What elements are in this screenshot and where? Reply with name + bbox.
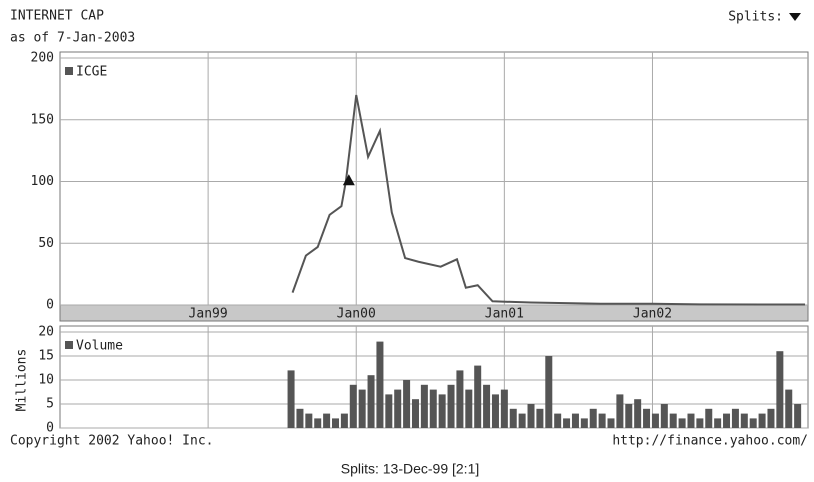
volume-bar	[696, 418, 704, 428]
chart-subtitle: as of 7-Jan-2003	[10, 31, 135, 46]
volume-bar	[376, 341, 384, 428]
volume-bar	[616, 394, 624, 428]
chart-title: INTERNET CAP	[10, 9, 104, 24]
y-tick-label: 50	[38, 236, 54, 251]
volume-bar	[731, 408, 739, 428]
y-tick-label: 20	[38, 325, 54, 340]
plot-area	[59, 51, 809, 322]
split-marker	[342, 174, 355, 186]
volume-bar	[536, 408, 544, 428]
volume-bar	[705, 408, 713, 428]
splits-dropdown-icon[interactable]	[789, 13, 801, 21]
volume-bar	[358, 389, 366, 428]
volume-bar	[554, 413, 562, 428]
volume-bar	[287, 370, 295, 428]
splits-label[interactable]: Splits:	[728, 10, 783, 25]
x-tick-label: Jan01	[485, 307, 524, 322]
y-tick-label: 0	[46, 298, 54, 313]
y-tick-label: 5	[46, 397, 54, 412]
y-tick-label: 100	[31, 174, 54, 189]
y-tick-label: 200	[31, 51, 54, 66]
volume-bar	[643, 408, 651, 428]
legend-label: Volume	[76, 339, 123, 354]
y-tick-label: 15	[38, 349, 54, 364]
volume-bar	[678, 418, 686, 428]
volume-bar	[545, 356, 553, 428]
volume-bar	[465, 389, 473, 428]
volume-bar	[456, 370, 464, 428]
y-axis-label: Millions	[15, 349, 30, 412]
volume-bar	[785, 389, 793, 428]
legend-label: ICGE	[76, 65, 107, 80]
volume-bar	[500, 389, 508, 428]
volume-bar	[634, 399, 642, 428]
volume-bar	[563, 418, 571, 428]
x-tick-label: Jan99	[189, 307, 228, 322]
volume-bar	[474, 365, 482, 428]
volume-bar	[296, 408, 304, 428]
volume-bar	[491, 394, 499, 428]
copyright: Copyright 2002 Yahoo! Inc.	[10, 434, 214, 449]
volume-bar	[625, 404, 633, 428]
volume-bar	[740, 413, 748, 428]
volume-bar	[349, 384, 357, 428]
volume-bar	[323, 413, 331, 428]
volume-bar	[411, 399, 419, 428]
volume-bar	[438, 394, 446, 428]
volume-bar	[429, 389, 437, 428]
volume-bar	[483, 384, 491, 428]
source-url: http://finance.yahoo.com/	[612, 434, 808, 449]
x-tick-label: Jan02	[633, 307, 672, 322]
x-axis-band	[59, 304, 809, 322]
volume-bar	[651, 413, 659, 428]
volume-bar	[332, 418, 340, 428]
legend-swatch	[65, 67, 73, 75]
volume-bar	[518, 413, 526, 428]
y-tick-label: 150	[31, 112, 54, 127]
legend-swatch	[65, 341, 73, 349]
volume-bar	[305, 413, 313, 428]
volume-bar	[794, 404, 802, 428]
y-tick-label: 0	[46, 421, 54, 436]
volume-bar	[571, 413, 579, 428]
volume-bar	[447, 384, 455, 428]
volume-bar	[607, 418, 615, 428]
volume-bar	[723, 413, 731, 428]
volume-bar	[598, 413, 606, 428]
volume-bar	[509, 408, 517, 428]
volume-bar	[758, 413, 766, 428]
volume-bar	[669, 413, 677, 428]
volume-bar	[394, 389, 402, 428]
y-tick-label: 10	[38, 373, 54, 388]
volume-bar	[420, 384, 428, 428]
volume-bar	[767, 408, 775, 428]
volume-bar	[314, 418, 322, 428]
volume-bar	[660, 404, 668, 428]
volume-bar	[527, 404, 535, 428]
splits-note: Splits: 13-Dec-99 [2:1]	[341, 461, 480, 477]
volume-bar	[580, 418, 588, 428]
volume-bar	[589, 408, 597, 428]
volume-bar	[687, 413, 695, 428]
price-line	[291, 94, 806, 306]
volume-bar	[340, 413, 348, 428]
volume-bar	[776, 351, 784, 428]
volume-bar	[385, 394, 393, 428]
volume-bar	[403, 380, 411, 428]
volume-bar	[367, 375, 375, 428]
volume-bar	[714, 418, 722, 428]
x-tick-label: Jan00	[337, 307, 376, 322]
volume-bar	[749, 418, 757, 428]
